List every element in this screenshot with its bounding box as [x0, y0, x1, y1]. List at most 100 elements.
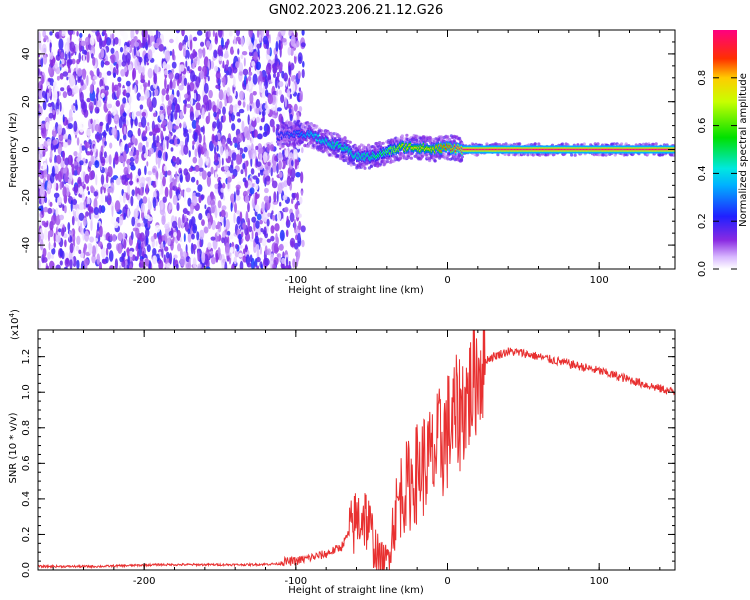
spectrogram-cell: [162, 196, 167, 203]
spectrogram-cell: [248, 42, 254, 53]
spectrogram-cell: [248, 30, 253, 38]
spectrogram-cell: [79, 160, 84, 166]
spectrogram-cell: [139, 104, 144, 110]
spectrogram-cell: [173, 54, 176, 61]
spectrogram-cell: [168, 72, 174, 80]
spectrogram-cell: [247, 202, 250, 213]
spectrogram-cell: [239, 244, 243, 249]
spectrogram-cell: [203, 82, 209, 94]
spectrogram-cell: [299, 90, 303, 102]
spectrogram-cell: [57, 196, 63, 206]
spectrogram-cell: [77, 166, 81, 176]
spectrogram-cell: [257, 172, 261, 177]
spectrogram-cell: [82, 53, 85, 64]
spectrogram-cell: [59, 101, 62, 112]
spectrogram-cell: [149, 229, 155, 235]
spectrogram-cell: [164, 223, 170, 230]
spectrogram-cell: [100, 151, 103, 164]
spectrogram-cell: [73, 85, 79, 94]
spectrogram-cell: [255, 220, 260, 229]
spectrogram-cell: [145, 183, 149, 195]
spectrogram-ridge-cell: [315, 134, 317, 136]
spectrogram-cell: [190, 203, 194, 215]
spectrogram-cell: [81, 181, 84, 187]
spectrogram-cell: [96, 108, 99, 114]
spectrogram-cell: [218, 108, 221, 115]
spectrogram-cell: [246, 262, 252, 268]
spectrogram-cell: [299, 196, 303, 205]
spectrogram-cell: [186, 210, 190, 215]
spectrogram-cell: [196, 93, 201, 102]
spectrogram-cell: [596, 142, 600, 146]
spectrogram-cell: [175, 30, 180, 34]
spectrogram-cell: [157, 157, 161, 169]
spectrogram-cell: [205, 266, 211, 269]
spectrogram-cell: [110, 47, 115, 55]
spectrogram-cell: [255, 61, 261, 71]
spectrogram-cell: [288, 261, 291, 267]
spectrogram-cell: [76, 30, 79, 37]
spectrogram-cell: [220, 187, 224, 193]
spectrogram-cell: [133, 36, 136, 42]
spectrogram-cell: [253, 129, 258, 138]
spectrogram-cell: [141, 66, 145, 76]
spectrogram-cell: [105, 247, 109, 256]
spectrogram-cell: [267, 212, 271, 217]
spectrogram-cell: [244, 244, 248, 253]
spectrogram-cell: [228, 31, 233, 37]
spectrogram-cell: [176, 90, 180, 97]
spectrogram-cell: [125, 80, 131, 87]
spectrogram-cell: [89, 36, 95, 46]
spectrogram-cell: [212, 30, 215, 37]
spectrogram-cell: [63, 82, 68, 91]
spectrogram-cell: [107, 103, 113, 109]
spectrogram-cell: [90, 185, 94, 191]
spectrogram-cell: [88, 160, 92, 168]
spectrogram-cell: [198, 146, 201, 159]
spectrogram-ridge-cell: [331, 146, 333, 148]
spectrogram-cell: [155, 30, 159, 39]
spectrogram-cell: [274, 76, 278, 89]
spectrogram-cell: [40, 71, 43, 76]
spectrogram-cell: [241, 231, 244, 238]
spectrogram-cell: [83, 258, 90, 267]
spectrogram-cell: [109, 142, 113, 149]
spectrogram-cell: [210, 256, 216, 265]
spectrogram-cell: [142, 196, 148, 204]
spectrogram-cell: [47, 207, 53, 214]
spectrogram-cell: [247, 217, 251, 229]
spectrogram-cell: [38, 165, 41, 178]
spectrogram-cell: [134, 186, 138, 197]
spectrogram-cell: [201, 107, 205, 120]
spectrogram-cell: [287, 46, 292, 56]
spectrogram-cell: [173, 179, 177, 187]
spectrogram-cell: [151, 97, 157, 108]
spectrogram-cell: [256, 133, 263, 140]
spectrogram-cell: [84, 230, 90, 242]
spectrogram-cell: [96, 135, 100, 143]
spectrogram-cell: [199, 229, 205, 240]
spectrogram-cell: [255, 116, 260, 123]
spectrogram-cell: [78, 202, 84, 211]
spectrogram-cell: [51, 247, 56, 255]
spectrogram-cell: [105, 256, 109, 264]
spectrogram-cell: [120, 69, 126, 77]
spectrogram-cell: [246, 130, 251, 141]
spectrogram-cell: [48, 230, 54, 238]
spectrogram-cell: [169, 188, 173, 199]
spectrogram-cell: [199, 240, 202, 248]
spectrogram-cell: [85, 263, 88, 269]
spectrogram-cell: [278, 81, 284, 88]
spectrogram-cell: [165, 64, 171, 70]
spectrogram-cell: [286, 175, 292, 187]
spectrogram-cell: [48, 112, 54, 119]
spectrogram-cell: [241, 120, 245, 132]
spectrogram-cell: [88, 206, 94, 213]
spectrogram-cell: [253, 51, 258, 61]
spectrogram-cell: [168, 120, 173, 132]
spectrogram-cell: [78, 121, 85, 133]
spectrogram-cell: [157, 150, 162, 159]
spectrogram-cell: [167, 237, 171, 247]
spectrogram-cell: [145, 236, 149, 246]
spectrogram-cell: [76, 59, 80, 65]
